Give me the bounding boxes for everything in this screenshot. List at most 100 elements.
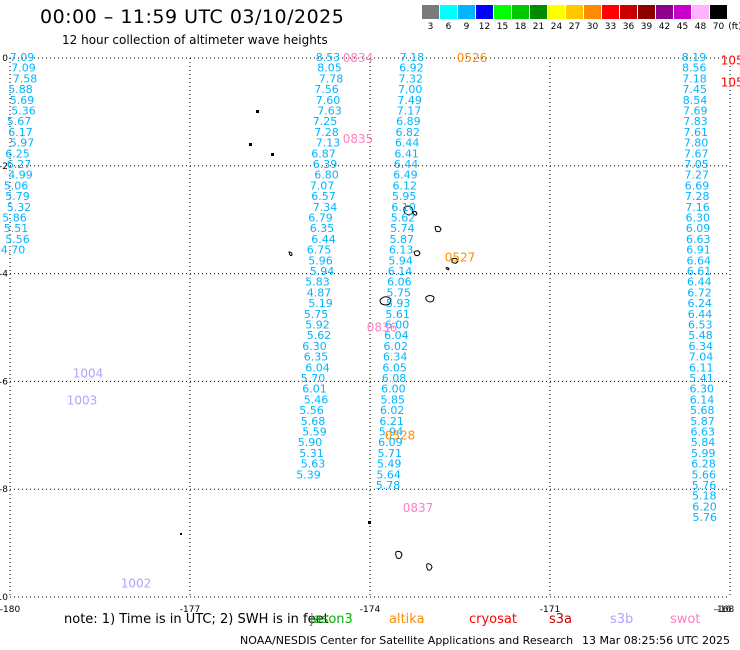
wave-height-value: 5.48 <box>688 329 713 342</box>
page-title: 00:00 – 11:59 UTC 03/10/2025 <box>40 6 345 28</box>
wave-height-value: 6.82 <box>396 126 421 139</box>
wave-height-value: 6.34 <box>383 351 408 364</box>
note-text: note: 1) Time is in UTC; 2) SWH is in fe… <box>64 612 329 627</box>
colorbar-swatch <box>422 5 439 19</box>
wave-height-value: 6.39 <box>313 158 338 171</box>
colorbar-swatch <box>602 5 619 19</box>
lat-tick-label: 0 <box>2 54 8 64</box>
pass-time-label: 0834 <box>343 51 374 65</box>
colorbar-swatch <box>530 5 547 19</box>
wave-height-value: 6.35 <box>310 222 335 235</box>
wave-height-value: 6.13 <box>389 244 414 257</box>
wave-height-value: 6.30 <box>686 212 711 225</box>
wave-height-value: 6.02 <box>384 340 409 353</box>
wave-height-value: 5.32 <box>7 201 32 214</box>
wave-height-value: 5.83 <box>305 276 330 289</box>
wave-height-value: 7.09 <box>10 51 35 64</box>
pass-time-label: 1002 <box>121 577 152 591</box>
colorbar-swatch <box>584 5 601 19</box>
wave-height-value: 6.30 <box>690 383 715 396</box>
wave-height-value: 6.91 <box>686 244 711 257</box>
wave-height-value: 5.76 <box>693 511 718 524</box>
pass-time-label: 0526 <box>457 51 488 65</box>
wave-height-value: 6.24 <box>688 297 713 310</box>
colorbar-swatch <box>620 5 637 19</box>
wave-height-value: 6.09 <box>686 222 711 235</box>
wave-height-value: 6.01 <box>302 383 327 396</box>
wave-height-value: 7.61 <box>684 126 709 139</box>
wave-height-value: 5.79 <box>5 190 30 203</box>
wave-height-value: 7.18 <box>682 72 707 85</box>
pass-time-label: 1003 <box>67 393 98 407</box>
wave-height-value: 5.96 <box>308 254 333 267</box>
wave-height-value: 6.44 <box>394 158 419 171</box>
wave-height-value: 5.97 <box>10 137 35 150</box>
wave-height-value: 5.41 <box>689 372 714 385</box>
lon-tick-label: -16 <box>717 605 732 615</box>
satellite-legend-item: altika <box>389 612 425 627</box>
wave-height-value: 7.25 <box>313 115 338 128</box>
wave-height-value: 5.75 <box>387 286 412 299</box>
colorbar-swatch <box>458 5 475 19</box>
colorbar-label: 33 <box>604 22 617 32</box>
wave-height-value: 6.75 <box>307 244 332 257</box>
colorbar-swatch <box>674 5 691 19</box>
wave-height-value: 5.85 <box>381 393 406 406</box>
colorbar-swatch <box>656 5 673 19</box>
wave-height-value: 6.72 <box>687 286 712 299</box>
wave-height-value: 6.04 <box>384 329 409 342</box>
wave-height-value: 5.94 <box>388 254 413 267</box>
lat-tick-label: -6 <box>0 377 8 387</box>
wave-height-value: 7.56 <box>314 83 339 96</box>
pass-time-label: 0837 <box>403 501 434 515</box>
island-dot <box>256 110 259 113</box>
wave-height-value: 6.25 <box>5 147 30 160</box>
wave-height-value: 7.28 <box>685 190 710 203</box>
colorbar-label: 6 <box>445 22 452 32</box>
wave-height-value: 6.14 <box>690 393 715 406</box>
wave-height-value: 5.06 <box>4 179 29 192</box>
satellite-legend-item: swot <box>670 612 701 627</box>
pass-time-label: 1057 <box>721 54 740 68</box>
pass-time-label: 0835 <box>343 132 374 146</box>
wave-height-value: 6.80 <box>314 169 339 182</box>
colorbar-label: 21 <box>532 22 545 32</box>
colorbar-swatch <box>566 5 583 19</box>
wave-height-value: 7.78 <box>319 72 344 85</box>
wave-height-value: 7.34 <box>313 201 338 214</box>
wave-height-value: 5.68 <box>301 415 326 428</box>
wave-height-value: 5.94 <box>310 265 335 278</box>
wave-height-value: 5.31 <box>299 447 324 460</box>
wave-height-value: 5.56 <box>5 233 30 246</box>
island-shape <box>395 550 403 559</box>
wave-height-value: 6.02 <box>380 404 405 417</box>
wave-height-points: 8.538.057.787.567.607.637.257.287.136.87… <box>1 51 718 524</box>
wave-height-value: 5.36 <box>11 105 36 118</box>
wave-height-value: 8.56 <box>682 62 707 75</box>
pass-time-label: 0527 <box>445 250 476 264</box>
island-shape <box>379 296 392 306</box>
wave-height-value: 5.59 <box>302 426 327 439</box>
island-shape <box>413 250 421 257</box>
colorbar-label: 18 <box>514 22 527 32</box>
wave-height-value: 5.69 <box>10 94 35 107</box>
colorbar-label: 42 <box>658 22 671 32</box>
wave-height-value: 7.27 <box>685 169 710 182</box>
wave-height-value: 6.63 <box>691 426 716 439</box>
colorbar-unit: (ft) <box>728 22 740 32</box>
wave-height-value: 5.84 <box>691 436 716 449</box>
colorbar-label: 24 <box>550 22 563 32</box>
wave-height-value: 7.16 <box>685 201 710 214</box>
wave-height-value: 6.27 <box>7 158 32 171</box>
wave-height-value: 5.93 <box>386 297 411 310</box>
island-dot <box>368 521 371 524</box>
island-shape <box>434 225 442 233</box>
lon-tick-label: -180 <box>0 605 20 615</box>
colorbar-swatch <box>440 5 457 19</box>
wave-height-value: 6.41 <box>394 147 419 160</box>
island-shape <box>445 257 459 271</box>
page-subtitle: 12 hour collection of altimeter wave hei… <box>62 33 328 47</box>
wave-height-value: 7.18 <box>400 51 425 64</box>
pass-time-label: 1056 <box>721 75 740 89</box>
wave-height-value: 6.57 <box>311 190 336 203</box>
